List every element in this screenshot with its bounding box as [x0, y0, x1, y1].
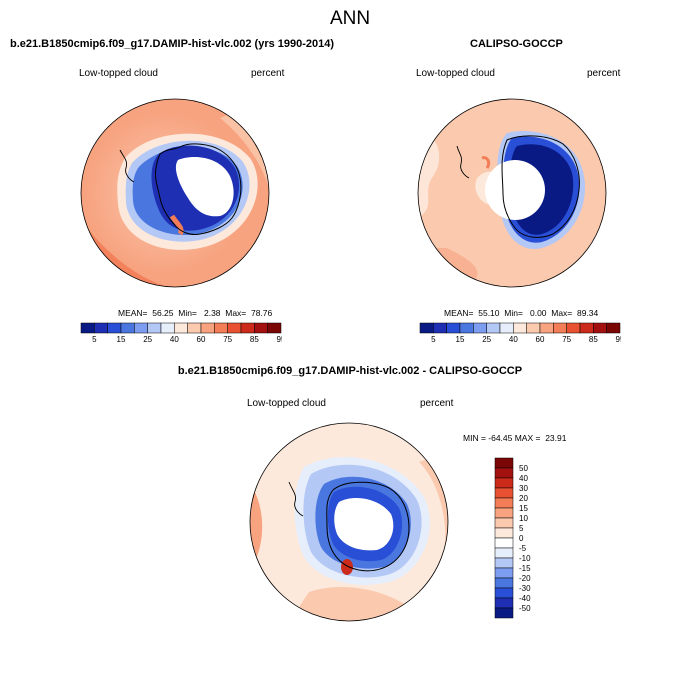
panel2-colorbar: 5 15 25 40 60 75 85 95: [419, 322, 621, 344]
colorbar-swatch: [494, 487, 514, 499]
colorbar-swatch: [446, 322, 461, 334]
colorbar-tick-label: 85: [250, 335, 259, 344]
panel3-stats: MIN = -64.45 MAX = 23.91: [463, 433, 567, 443]
colorbar-swatch: [494, 457, 514, 469]
colorbar-tick-label: 95: [616, 335, 621, 344]
colorbar-swatch: [267, 322, 282, 334]
colorbar-tick-label: 40: [170, 335, 179, 344]
colorbar-tick-label: 5: [431, 335, 436, 344]
panel3-title: b.e21.B1850cmip6.f09_g17.DAMIP-hist-vlc.…: [177, 365, 523, 377]
colorbar-tick-label: -10: [519, 554, 531, 563]
colorbar-swatch: [120, 322, 135, 334]
colorbar-swatch: [80, 322, 95, 334]
panel2-variable: Low-topped cloud: [416, 68, 495, 79]
colorbar-swatch: [494, 577, 514, 589]
panel2-stats: MEAN= 55.10 Min= 0.00 Max= 89.34: [444, 308, 599, 318]
colorbar-swatch: [227, 322, 242, 334]
panel3-units: percent: [420, 398, 454, 409]
colorbar-tick-label: -15: [519, 564, 531, 573]
colorbar-tick-label: 75: [223, 335, 232, 344]
colorbar-swatch: [254, 322, 268, 334]
colorbar-swatch: [134, 322, 148, 334]
colorbar-swatch: [107, 322, 122, 334]
colorbar-tick-label: 30: [519, 484, 528, 493]
colorbar-tick-label: 95: [277, 335, 282, 344]
colorbar-swatch: [513, 322, 527, 334]
colorbar-tick-label: 60: [197, 335, 206, 344]
panel2-polar-map: [417, 98, 607, 288]
panel1-polar-map: [80, 98, 270, 288]
colorbar-swatch: [566, 322, 581, 334]
colorbar-swatch: [494, 507, 514, 519]
colorbar-swatch: [494, 477, 514, 489]
colorbar-tick-label: 15: [117, 335, 126, 344]
colorbar-tick-label: 15: [456, 335, 465, 344]
colorbar-tick-label: 75: [562, 335, 571, 344]
colorbar-tick-label: 25: [143, 335, 152, 344]
panel3-variable: Low-topped cloud: [247, 398, 326, 409]
colorbar-swatch: [494, 497, 514, 509]
colorbar-tick-label: -5: [519, 544, 527, 553]
colorbar-swatch: [419, 322, 434, 334]
figure-title: ANN: [329, 8, 371, 29]
colorbar-swatch: [494, 597, 514, 609]
colorbar-swatch: [494, 567, 514, 579]
colorbar-swatch: [200, 322, 215, 334]
colorbar-swatch: [494, 547, 514, 559]
colorbar-swatch: [494, 587, 514, 599]
colorbar-tick-label: 85: [589, 335, 598, 344]
colorbar-swatch: [494, 527, 514, 539]
colorbar-swatch: [494, 467, 514, 479]
colorbar-swatch: [174, 322, 188, 334]
colorbar-swatch: [214, 322, 228, 334]
colorbar-swatch: [494, 517, 514, 529]
colorbar-tick-label: -30: [519, 584, 531, 593]
colorbar-swatch: [240, 322, 255, 334]
colorbar-tick-label: 5: [519, 524, 524, 533]
colorbar-tick-label: 20: [519, 494, 528, 503]
panel1-title: b.e21.B1850cmip6.f09_g17.DAMIP-hist-vlc.…: [10, 38, 335, 50]
colorbar-swatch: [553, 322, 567, 334]
colorbar-swatch: [539, 322, 554, 334]
colorbar-tick-label: 25: [482, 335, 491, 344]
panel1-colorbar: 5 15 25 40 60 75 85 95: [80, 322, 282, 344]
panel1-variable: Low-topped cloud: [79, 68, 158, 79]
panel3-polar-map: [249, 422, 449, 622]
colorbar-tick-label: 5: [92, 335, 97, 344]
colorbar-tick-label: -50: [519, 604, 531, 613]
colorbar-tick-label: 40: [519, 474, 528, 483]
colorbar-tick-label: 60: [536, 335, 545, 344]
panel1-units: percent: [251, 68, 285, 79]
panel1-stats: MEAN= 56.25 Min= 2.38 Max= 78.76: [118, 308, 273, 318]
colorbar-tick-label: 50: [519, 464, 528, 473]
colorbar-swatch: [579, 322, 594, 334]
colorbar-swatch: [187, 322, 202, 334]
colorbar-tick-label: -20: [519, 574, 531, 583]
colorbar-swatch: [94, 322, 108, 334]
colorbar-swatch: [494, 557, 514, 569]
colorbar-swatch: [606, 322, 621, 334]
colorbar-swatch: [499, 322, 514, 334]
colorbar-swatch: [473, 322, 487, 334]
colorbar-swatch: [593, 322, 607, 334]
colorbar-swatch: [494, 537, 514, 549]
colorbar-swatch: [459, 322, 474, 334]
colorbar-tick-label: 40: [509, 335, 518, 344]
colorbar-swatch: [433, 322, 447, 334]
colorbar-tick-label: 15: [519, 504, 528, 513]
panel2-title: CALIPSO-GOCCP: [470, 38, 563, 50]
colorbar-swatch: [494, 607, 514, 619]
colorbar-swatch: [147, 322, 162, 334]
colorbar-swatch: [486, 322, 501, 334]
colorbar-tick-label: 0: [519, 534, 524, 543]
colorbar-tick-label: 10: [519, 514, 528, 523]
panel2-units: percent: [587, 68, 621, 79]
colorbar-tick-label: -40: [519, 594, 531, 603]
colorbar-swatch: [526, 322, 541, 334]
colorbar-swatch: [160, 322, 175, 334]
